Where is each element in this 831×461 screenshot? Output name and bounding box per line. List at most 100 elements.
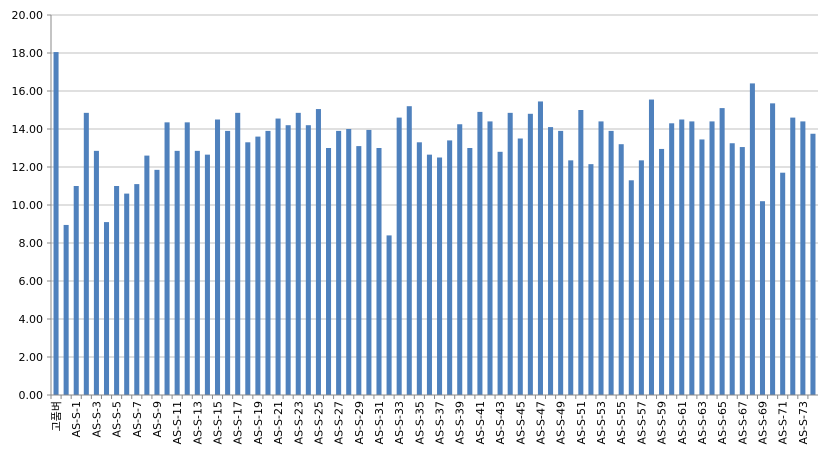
y-tick-label: 6.00 — [19, 275, 44, 288]
x-tick-label: AS-S-25 — [312, 401, 325, 444]
bar — [790, 117, 796, 395]
bar — [184, 122, 190, 395]
x-tick-label: AS-S-39 — [454, 401, 467, 444]
bar — [618, 144, 624, 395]
x-tick-label: AS-S-47 — [534, 401, 547, 444]
bar — [497, 151, 503, 395]
bar — [770, 103, 776, 395]
bar — [517, 138, 523, 395]
bar — [628, 180, 634, 395]
bar — [447, 140, 453, 395]
bar — [376, 148, 382, 395]
bar — [699, 139, 705, 395]
x-tick-label: AS-S-63 — [696, 401, 709, 444]
bar — [679, 119, 685, 395]
bar — [134, 184, 140, 395]
bar — [346, 129, 352, 395]
bar — [83, 112, 89, 395]
x-tick-label: AS-S-57 — [635, 401, 648, 444]
bar — [275, 118, 281, 396]
bar — [265, 130, 271, 395]
bar — [174, 150, 180, 395]
bar — [93, 150, 99, 395]
x-tick-label: AS-S-55 — [615, 401, 628, 444]
bar — [225, 130, 231, 395]
bar — [527, 113, 533, 396]
x-tick-label: AS-S-71 — [777, 401, 790, 444]
x-tick-label: AS-S-69 — [756, 401, 769, 444]
bar — [548, 127, 554, 395]
bar — [709, 121, 715, 396]
bar — [285, 125, 291, 395]
y-tick-label: 14.00 — [12, 123, 44, 136]
bar — [255, 136, 261, 395]
x-tick-label: 고품벼 — [50, 401, 63, 431]
bar — [386, 235, 392, 395]
bar — [588, 164, 594, 395]
bar — [537, 101, 543, 395]
bar — [326, 148, 332, 395]
x-tick-label: AS-S-19 — [252, 401, 265, 444]
bar — [305, 125, 311, 395]
x-tick-label: AS-S-17 — [232, 401, 245, 444]
bar — [124, 193, 130, 395]
x-tick-label: AS-S-45 — [514, 401, 527, 444]
bar — [729, 143, 735, 395]
bar — [638, 160, 644, 395]
bar — [366, 129, 372, 395]
y-tick-label: 16.00 — [12, 85, 44, 98]
bar — [558, 130, 564, 395]
bar — [810, 133, 816, 395]
x-tick-label: AS-S-33 — [393, 401, 406, 444]
bar — [235, 112, 241, 395]
bar — [719, 108, 725, 395]
x-tick-label: AS-S-61 — [676, 401, 689, 444]
bar — [780, 172, 786, 395]
bar — [507, 112, 513, 395]
x-tick-label: AS-S-29 — [353, 401, 366, 444]
bar — [73, 186, 79, 395]
x-tick-label: AS-S-37 — [434, 401, 447, 444]
bar — [204, 154, 210, 395]
bar — [648, 99, 655, 396]
bar — [800, 121, 806, 396]
x-tick-label: AS-S-31 — [373, 401, 386, 444]
x-tick-label: AS-S-15 — [212, 401, 225, 444]
bar — [164, 122, 170, 395]
x-tick-label: AS-S-1 — [70, 401, 83, 437]
bar — [144, 155, 150, 395]
bar — [295, 112, 301, 395]
y-tick-label: 0.00 — [19, 389, 44, 402]
x-tick-label: AS-S-35 — [413, 401, 426, 444]
x-tick-label: AS-S-9 — [151, 401, 164, 437]
bar — [245, 142, 251, 395]
x-tick-label: AS-S-7 — [131, 401, 144, 437]
x-tick-label: AS-S-11 — [171, 401, 184, 444]
y-tick-label: 4.00 — [19, 313, 44, 326]
x-tick-label: AS-S-73 — [797, 401, 810, 444]
x-tick-label: AS-S-27 — [333, 401, 346, 444]
bar — [659, 148, 665, 395]
x-tick-label: AS-S-23 — [292, 401, 305, 444]
bar — [739, 147, 745, 395]
x-tick-label: AS-S-51 — [575, 401, 588, 444]
bar — [396, 117, 402, 395]
bar — [457, 124, 463, 395]
bar — [598, 121, 604, 396]
bar — [578, 110, 584, 395]
bar — [214, 119, 221, 395]
x-tick-label: AS-S-49 — [555, 401, 568, 444]
bar — [103, 222, 110, 395]
y-tick-label: 12.00 — [12, 161, 44, 174]
y-tick-label: 18.00 — [12, 47, 44, 60]
bar — [336, 130, 342, 395]
bar — [487, 121, 493, 396]
bar — [356, 146, 362, 395]
x-tick-label: AS-S-41 — [474, 401, 487, 444]
x-tick-label: AS-S-21 — [272, 401, 285, 444]
bar — [608, 130, 614, 395]
bar — [689, 121, 695, 396]
x-tick-label: AS-S-53 — [595, 401, 608, 444]
x-tick-label: AS-S-3 — [90, 401, 103, 437]
